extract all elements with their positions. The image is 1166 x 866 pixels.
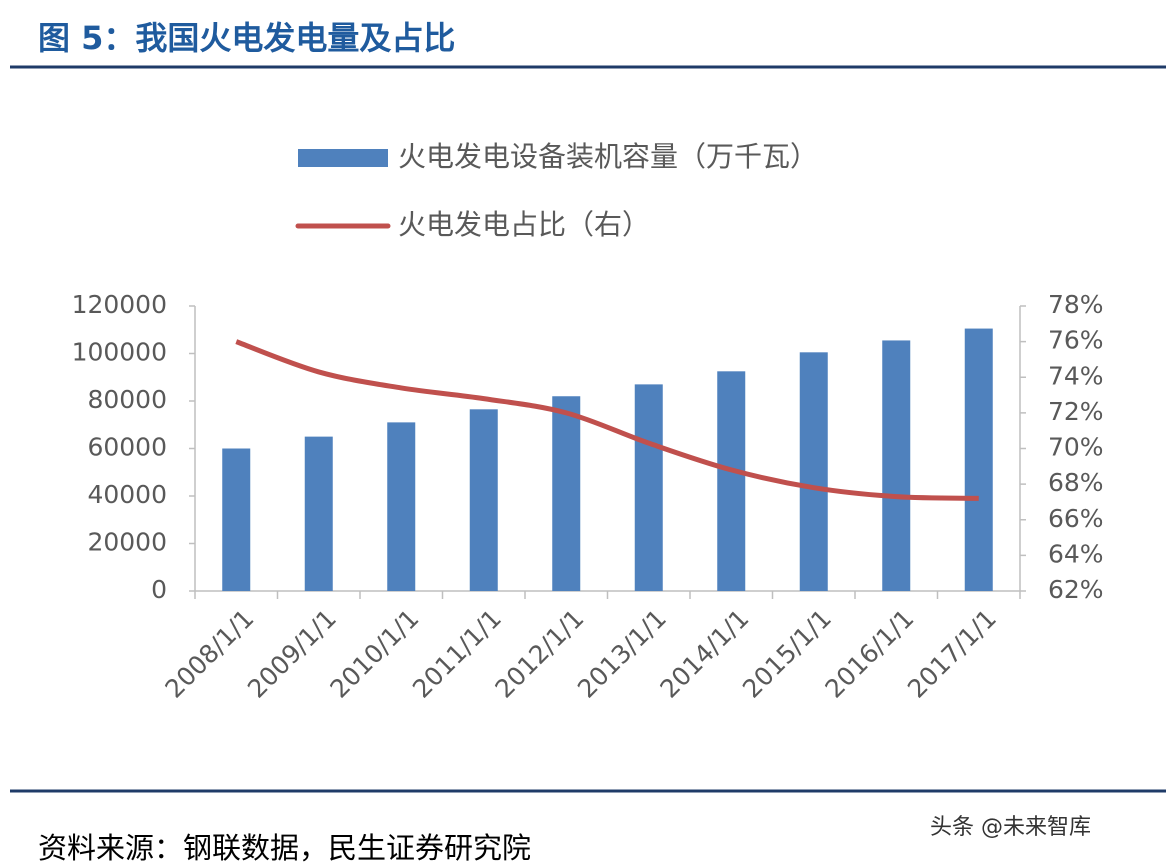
x-tick-label: 2008/1/1 xyxy=(160,604,260,704)
x-tick-label: 2009/1/1 xyxy=(242,604,342,704)
x-tick-label: 2014/1/1 xyxy=(655,604,755,704)
y2-tick-label: 70% xyxy=(1048,433,1104,462)
bar xyxy=(469,409,498,591)
y-tick-label: 40000 xyxy=(87,480,167,509)
y-tick-label: 20000 xyxy=(87,528,167,557)
x-tick-label: 2017/1/1 xyxy=(902,604,1002,704)
x-tick-label: 2011/1/1 xyxy=(407,604,507,704)
watermark: 头条 @未来智库 xyxy=(930,815,1091,840)
legend-swatch xyxy=(298,149,388,167)
legend-label: 火电发电设备装机容量（万千瓦） xyxy=(398,140,818,173)
chart-title: 图 5：我国火电发电量及占比 xyxy=(38,19,455,57)
bar xyxy=(552,396,581,591)
x-tick-label: 2016/1/1 xyxy=(820,604,920,704)
bar xyxy=(799,352,828,591)
bar xyxy=(634,384,663,591)
y2-tick-label: 64% xyxy=(1048,539,1104,568)
x-tick-label: 2013/1/1 xyxy=(572,604,672,704)
x-tick-label: 2010/1/1 xyxy=(325,604,425,704)
y-tick-label: 80000 xyxy=(87,385,167,414)
line xyxy=(235,339,979,501)
bar xyxy=(717,371,746,591)
y-tick-label: 100000 xyxy=(72,338,167,367)
y2-tick-label: 78% xyxy=(1048,290,1104,319)
bar xyxy=(387,422,416,591)
y2-tick-label: 76% xyxy=(1048,326,1104,355)
y2-tick-label: 72% xyxy=(1048,397,1104,426)
y-tick-label: 120000 xyxy=(72,290,167,319)
y-tick-label: 0 xyxy=(151,575,167,604)
bar xyxy=(964,328,993,591)
bar xyxy=(222,448,251,591)
bar xyxy=(304,436,333,591)
source: 资料来源：钢联数据，民生证券研究院 xyxy=(38,831,531,865)
y2-tick-label: 62% xyxy=(1048,575,1104,604)
x-tick-label: 2012/1/1 xyxy=(490,604,590,704)
bar xyxy=(882,340,911,591)
x-tick-label: 2015/1/1 xyxy=(737,604,837,704)
y2-tick-label: 68% xyxy=(1048,468,1104,497)
y2-tick-label: 74% xyxy=(1048,361,1104,390)
legend-label: 火电发电占比（右） xyxy=(398,208,650,241)
y2-tick-label: 66% xyxy=(1048,504,1104,533)
y-tick-label: 60000 xyxy=(87,433,167,462)
